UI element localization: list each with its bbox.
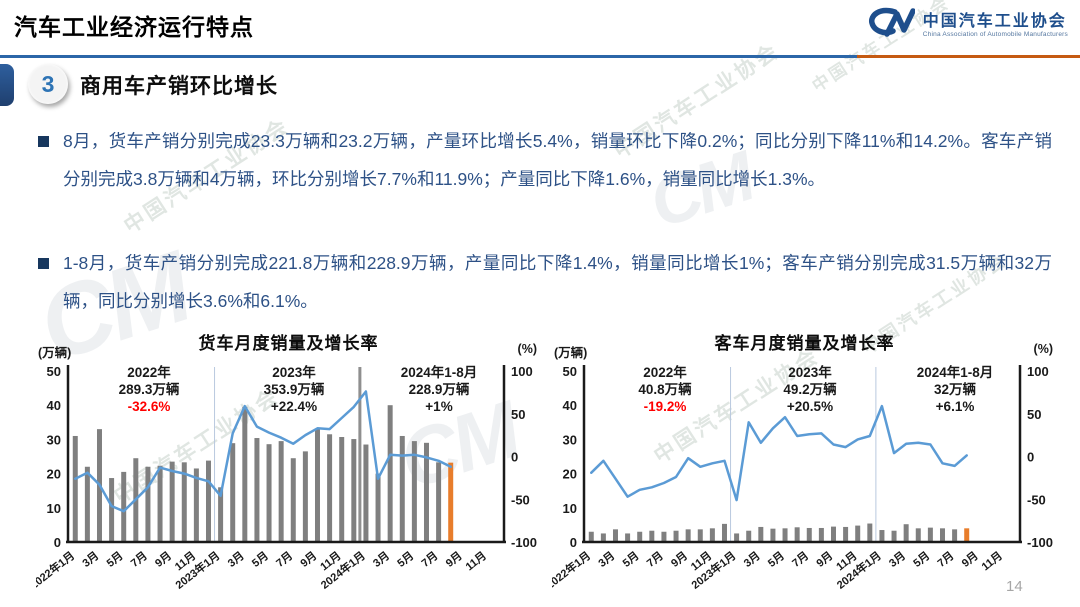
svg-text:0: 0 bbox=[511, 450, 518, 465]
caam-logo: 中国汽车工业协会 China Association of Automobile… bbox=[867, 6, 1068, 45]
svg-text:10: 10 bbox=[47, 501, 61, 516]
svg-text:9月: 9月 bbox=[298, 549, 319, 570]
svg-text:-100: -100 bbox=[1027, 535, 1053, 550]
svg-text:10: 10 bbox=[563, 501, 577, 516]
bus-left-axis-unit: (万辆) bbox=[554, 346, 588, 360]
page-number: 14 bbox=[1006, 578, 1023, 595]
svg-text:0: 0 bbox=[54, 535, 61, 550]
svg-text:9月: 9月 bbox=[443, 549, 464, 570]
svg-text:3月: 3月 bbox=[80, 549, 101, 570]
section-number-badge: 3 bbox=[28, 64, 68, 104]
svg-text:3月: 3月 bbox=[596, 549, 617, 570]
divider-blue-segment bbox=[0, 55, 857, 58]
svg-text:5月: 5月 bbox=[395, 549, 416, 570]
bus-annotation-2022: 2022年 40.8万辆 -19.2% bbox=[638, 365, 692, 414]
truck-annotation-2023: 2023年 353.9万辆 +22.4% bbox=[263, 365, 325, 414]
svg-text:5月: 5月 bbox=[104, 549, 125, 570]
svg-text:9月: 9月 bbox=[959, 549, 980, 570]
truck-chart-title: 货车月度销量及增长率 bbox=[198, 334, 379, 353]
bus-sales-chart: 客车月度销量及增长率 (万辆) (%) 2022年 40.8万辆 -19.2% … bbox=[552, 327, 1057, 604]
svg-text:3月: 3月 bbox=[371, 549, 392, 570]
svg-text:0: 0 bbox=[1027, 450, 1034, 465]
svg-text:7月: 7月 bbox=[644, 549, 665, 570]
svg-text:100: 100 bbox=[511, 364, 533, 379]
svg-text:0: 0 bbox=[570, 535, 577, 550]
truck-sales-chart: 货车月度销量及增长率 (万辆) (%) 2022年 289.3万辆 -32.6%… bbox=[36, 327, 541, 604]
truck-left-axis-unit: (万辆) bbox=[38, 346, 72, 360]
svg-text:7月: 7月 bbox=[274, 549, 295, 570]
svg-text:30: 30 bbox=[47, 432, 61, 447]
svg-text:2022年1月: 2022年1月 bbox=[36, 548, 77, 591]
svg-text:3月: 3月 bbox=[887, 549, 908, 570]
svg-text:9月: 9月 bbox=[153, 549, 174, 570]
section-heading: 商用车产销环比增长 bbox=[80, 75, 278, 98]
svg-text:7月: 7月 bbox=[128, 549, 149, 570]
header-divider bbox=[0, 55, 1080, 58]
svg-text:11月: 11月 bbox=[979, 549, 1005, 573]
svg-text:11月: 11月 bbox=[463, 549, 489, 573]
svg-text:50: 50 bbox=[563, 364, 577, 379]
caam-logo-mark-icon bbox=[867, 6, 916, 45]
svg-text:100: 100 bbox=[1027, 364, 1049, 379]
bus-chart-title: 客车月度销量及增长率 bbox=[714, 334, 895, 353]
svg-text:2022年1月: 2022年1月 bbox=[552, 548, 593, 591]
bus-annotation-2024: 2024年1-8月 32万辆 +6.1% bbox=[916, 365, 994, 414]
svg-text:7月: 7月 bbox=[419, 549, 440, 570]
svg-text:50: 50 bbox=[47, 364, 61, 379]
svg-text:7月: 7月 bbox=[935, 549, 956, 570]
bus-annotation-2023: 2023年 49.2万辆 +20.5% bbox=[783, 365, 837, 414]
bus-right-axis-unit: (%) bbox=[1033, 342, 1053, 356]
svg-text:-50: -50 bbox=[511, 492, 530, 507]
svg-text:-50: -50 bbox=[1027, 492, 1046, 507]
svg-text:7月: 7月 bbox=[790, 549, 811, 570]
svg-text:50: 50 bbox=[1027, 407, 1041, 422]
svg-text:-100: -100 bbox=[511, 535, 537, 550]
svg-text:40: 40 bbox=[47, 398, 61, 413]
logo-org-name-en: China Association of Automobile Manufact… bbox=[922, 30, 1068, 38]
section-accent-bar bbox=[0, 64, 14, 106]
svg-text:20: 20 bbox=[47, 467, 61, 482]
page-title: 汽车工业经济运行特点 bbox=[14, 14, 254, 40]
truck-annotation-2024: 2024年1-8月 228.9万辆 +1% bbox=[400, 365, 478, 414]
logo-org-name-cn: 中国汽车工业协会 bbox=[922, 13, 1067, 31]
svg-text:9月: 9月 bbox=[669, 549, 690, 570]
svg-text:5月: 5月 bbox=[765, 549, 786, 570]
divider-orange-segment bbox=[857, 55, 1080, 58]
svg-text:5月: 5月 bbox=[620, 549, 641, 570]
svg-text:50: 50 bbox=[511, 407, 525, 422]
svg-text:5月: 5月 bbox=[249, 549, 270, 570]
svg-text:3月: 3月 bbox=[225, 549, 246, 570]
svg-text:9月: 9月 bbox=[814, 549, 835, 570]
svg-text:40: 40 bbox=[563, 398, 577, 413]
truck-right-axis-unit: (%) bbox=[517, 342, 537, 356]
bullet-august-summary: 8月，货车产销分别完成23.3万辆和23.2万辆，产量环比增长5.4%，销量环比… bbox=[36, 122, 1052, 198]
bullet-jan-aug-summary: 1-8月，货车产销分别完成221.8万辆和228.9万辆，产量同比下降1.4%，… bbox=[36, 244, 1052, 320]
truck-annotation-2022: 2022年 289.3万辆 -32.6% bbox=[118, 365, 180, 414]
svg-text:3月: 3月 bbox=[741, 549, 762, 570]
svg-text:20: 20 bbox=[563, 467, 577, 482]
svg-text:30: 30 bbox=[563, 432, 577, 447]
svg-text:5月: 5月 bbox=[911, 549, 932, 570]
